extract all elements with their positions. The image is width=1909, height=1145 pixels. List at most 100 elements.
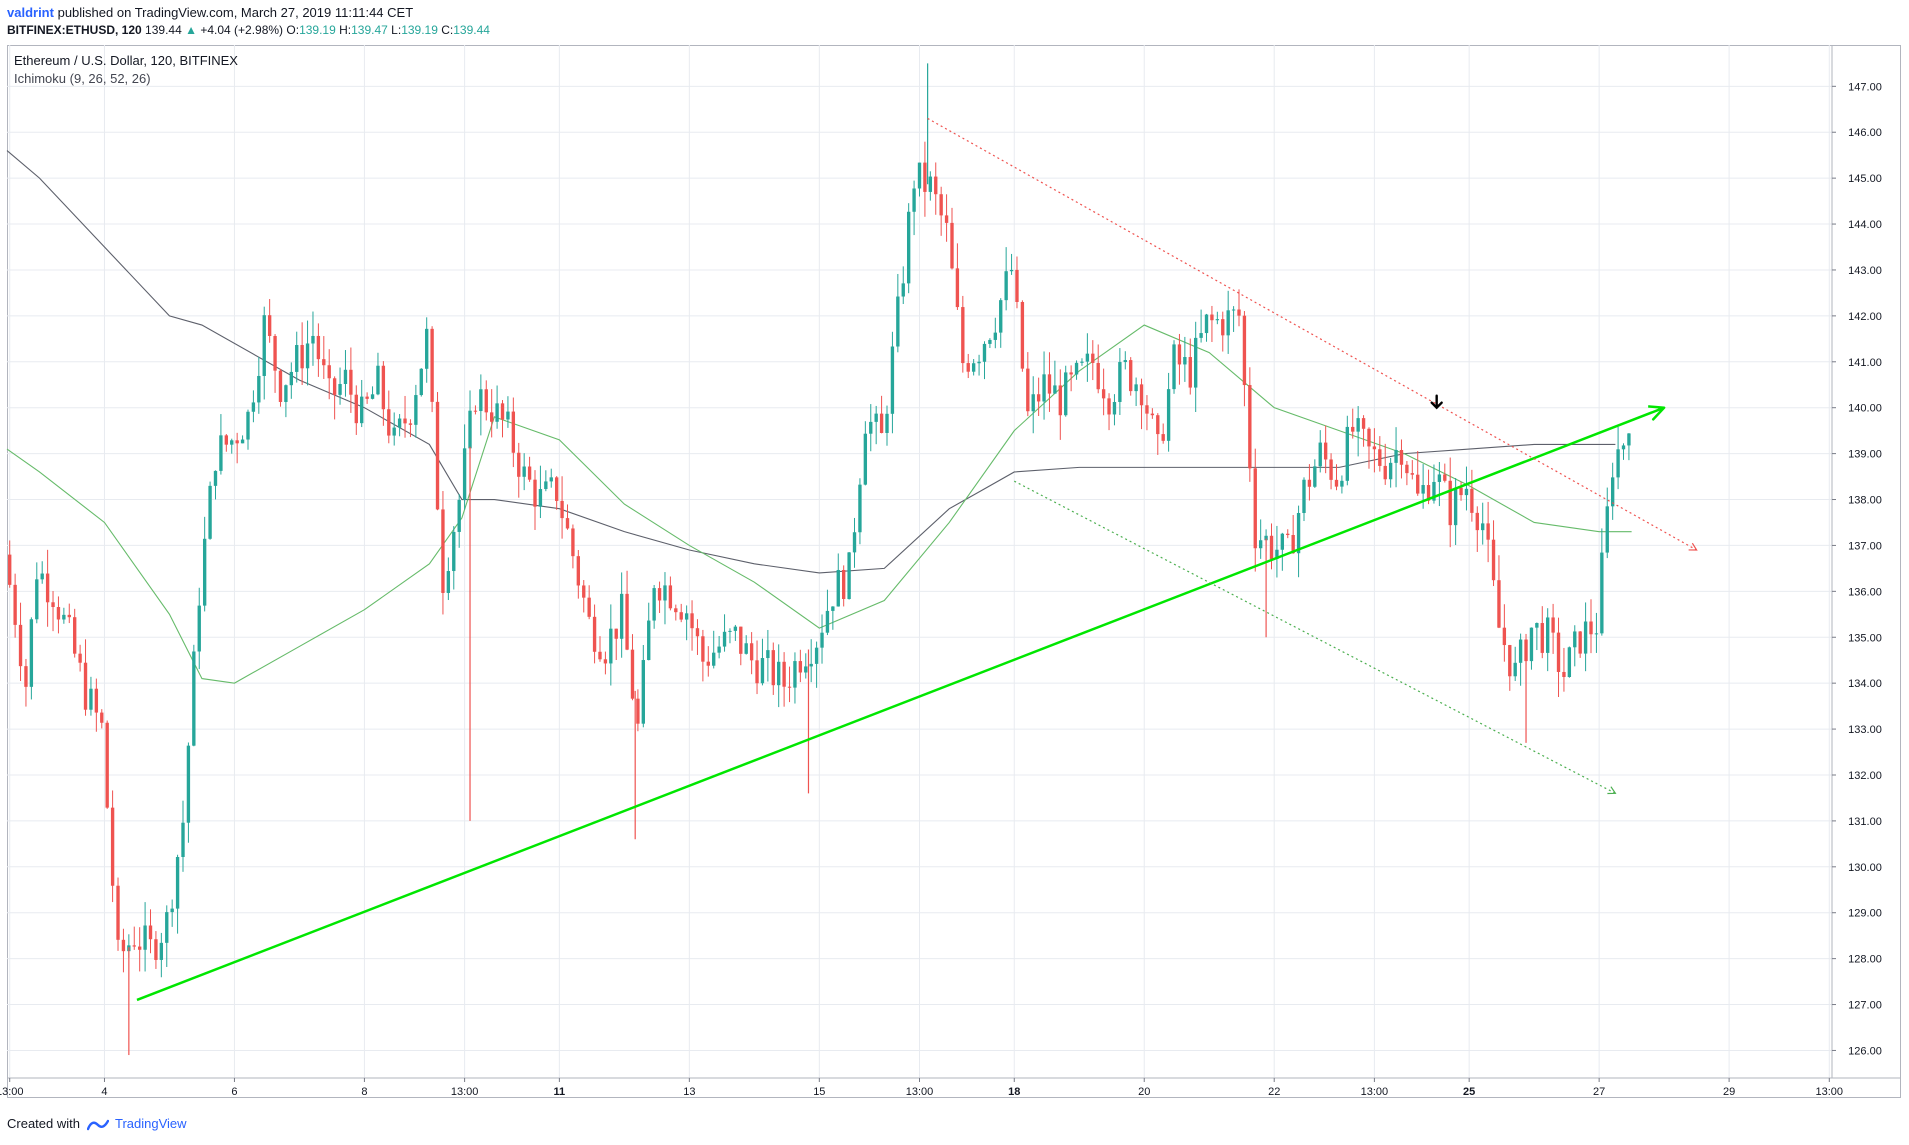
candle-body (1134, 384, 1138, 392)
candle-body (1383, 465, 1387, 480)
candle-body (181, 822, 185, 857)
indicator-label[interactable]: Ichimoku (9, 26, 52, 26) (14, 71, 151, 86)
candle-body (1605, 506, 1609, 553)
high-label: H: (339, 23, 352, 37)
candle-body (874, 413, 878, 422)
time-tick-label: 25 (1463, 1086, 1475, 1098)
candle-body (1340, 480, 1344, 487)
candle-body (923, 162, 927, 192)
time-tick-label: 13 (683, 1086, 695, 1098)
candle-body (625, 593, 629, 650)
tradingview-logo-icon[interactable] (86, 1118, 109, 1132)
time-tick-label: 13:00 (1361, 1086, 1389, 1098)
candle-body (143, 925, 147, 950)
time-tick-label: 15 (813, 1086, 825, 1098)
price-axis[interactable]: 126.00 127.00 128.00 129.00 130.00 131.00 132.… (1832, 81, 1882, 1057)
candle-body (1069, 372, 1073, 375)
candle-body (690, 613, 694, 629)
candle-body (869, 421, 873, 434)
candle-body (414, 395, 418, 425)
candle-body (1139, 384, 1144, 406)
candle-body (89, 688, 93, 710)
candle-body (906, 211, 911, 284)
chart-frame (7, 45, 1901, 1098)
candle-body (1475, 512, 1479, 531)
time-tick-label: 11 (554, 1086, 566, 1098)
candle-body (1231, 309, 1236, 311)
candle-body (587, 597, 591, 617)
candle-body (1199, 333, 1203, 338)
candle-body (1323, 442, 1328, 460)
candle-body (13, 584, 17, 625)
time-tick-label: 13:00 (0, 1086, 23, 1098)
candle-body (928, 176, 933, 192)
candle-body (1448, 480, 1452, 526)
candle-body (636, 698, 640, 724)
candle-body (1280, 533, 1285, 550)
ichimoku-lagging-line (6, 324, 1632, 684)
candle-body (966, 363, 970, 372)
candle-body (917, 162, 922, 189)
candle-body (657, 588, 662, 601)
candle-body (1610, 477, 1615, 507)
time-tick-label: 29 (1723, 1086, 1735, 1098)
candle-body (571, 528, 575, 557)
candle-body (343, 369, 348, 385)
candle-body (387, 409, 391, 436)
candle-body (544, 481, 548, 490)
candle-body (1583, 621, 1588, 654)
author-name[interactable]: valdrint (7, 5, 54, 20)
tradingview-brand[interactable]: TradingView (115, 1116, 187, 1131)
price-tick-label: 128.00 (1848, 954, 1882, 966)
candle-body (1453, 487, 1458, 526)
candle-body (706, 661, 710, 666)
time-axis[interactable]: 13:00 4 6 8 13:00 11 13 15 13:00 18 20 22 13:00 25 27 2… (0, 1078, 1843, 1098)
candle-body (500, 403, 505, 420)
candle-body (1004, 271, 1008, 301)
candle-body (213, 470, 218, 486)
candle-body (40, 573, 44, 580)
candle-body (1036, 394, 1041, 402)
candle-body (1388, 462, 1393, 480)
candle-body (1394, 449, 1398, 463)
candle-body (332, 378, 337, 395)
candle-body (847, 552, 851, 600)
candle-body (316, 335, 321, 360)
candle-body (1318, 442, 1322, 467)
candle-body (202, 538, 207, 606)
close-value: 139.44 (453, 23, 490, 37)
time-tick-label: 22 (1268, 1086, 1280, 1098)
candle-body (1172, 344, 1176, 390)
time-tick-label: 27 (1593, 1086, 1605, 1098)
candle-body (1237, 309, 1241, 316)
candle-body (305, 343, 310, 369)
candle-body (1502, 627, 1507, 646)
candle-body (782, 661, 786, 687)
time-tick-label: 6 (231, 1086, 237, 1098)
candle-body (1107, 398, 1111, 415)
candle-body (999, 300, 1003, 333)
candle-body (284, 385, 288, 402)
candle-body (565, 518, 570, 529)
high-value: 139.47 (351, 23, 388, 37)
candle-body (560, 500, 564, 519)
candle-body (1410, 473, 1414, 475)
drawings[interactable] (136, 117, 1698, 1002)
price-tick-label: 147.00 (1848, 81, 1882, 93)
candle-body (668, 585, 673, 609)
candle-body (1589, 621, 1593, 635)
candle-body (982, 343, 987, 362)
candle-body (1540, 623, 1544, 653)
candle-body (777, 661, 781, 686)
candle-body (338, 384, 342, 395)
price-change: +4.04 (+2.98%) (200, 23, 284, 37)
candle-body (1123, 360, 1127, 363)
candle-body (397, 418, 402, 428)
candle-body (110, 807, 115, 886)
candle-body (349, 369, 353, 395)
candle-body (722, 631, 727, 647)
candle-body (804, 666, 808, 673)
candle-body (1464, 488, 1469, 496)
candle-body (479, 389, 483, 412)
